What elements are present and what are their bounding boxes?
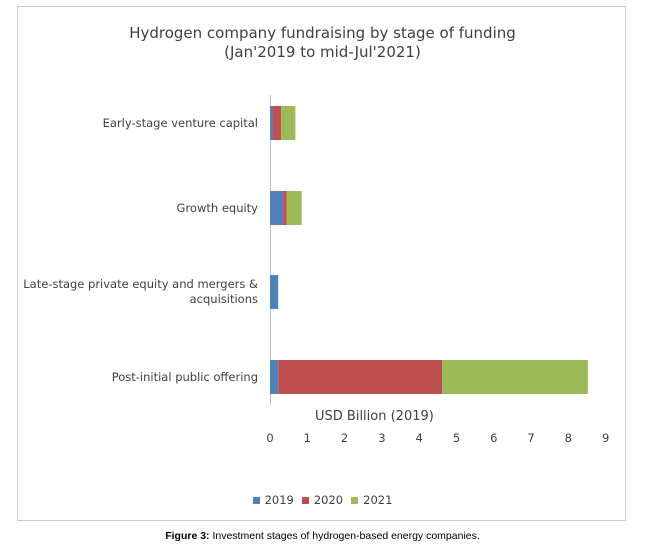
x-tick-label-8: 8 — [564, 431, 573, 445]
legend-item-2019: 2019 — [252, 493, 294, 507]
chart-subtitle: (Jan'2019 to mid-Jul'2021) — [224, 43, 421, 61]
bar-2019-cat-1 — [270, 191, 284, 225]
bar-2020-cat-0 — [273, 106, 282, 140]
figure-caption-label: Figure 3: — [165, 530, 210, 542]
x-tick-label-3: 3 — [378, 431, 386, 445]
x-tick-label-5: 5 — [452, 431, 461, 445]
bar-2021-cat-3 — [442, 360, 588, 394]
legend-swatch-2021 — [351, 496, 359, 504]
category-label-growth-equity: Growth equity — [176, 201, 258, 215]
category-label-early-stage: Early-stage venture capital — [102, 116, 258, 130]
bar-2020-cat-3 — [278, 360, 443, 394]
x-tick-label-2: 2 — [340, 431, 349, 445]
category-label-late-stage: Late-stage private equity and mergers & … — [23, 277, 258, 306]
legend-swatch-2019 — [252, 496, 260, 504]
x-tick-label-0: 0 — [266, 431, 274, 445]
x-tick-label-1: 1 — [303, 431, 311, 445]
bar-2019-cat-0 — [270, 106, 273, 140]
x-tick-label-9: 9 — [602, 431, 610, 445]
x-axis-label: USD Billion (2019) — [315, 409, 434, 424]
legend-label-2021: 2021 — [363, 493, 393, 507]
legend-item-2020: 2020 — [301, 493, 344, 507]
bar-2019-cat-2 — [270, 275, 279, 309]
category-label-post-ipo: Post-initial public offering — [111, 370, 258, 384]
legend-label-2019: 2019 — [264, 493, 294, 507]
bar-2021-cat-1 — [286, 191, 302, 225]
figure-caption-text: Investment stages of hydrogen-based ener… — [209, 530, 480, 542]
bar-2019-cat-3 — [270, 360, 279, 394]
legend: 2019 2020 2021 — [0, 493, 645, 507]
figure-caption: Figure 3: Investment stages of hydrogen-… — [0, 530, 645, 542]
legend-label-2020: 2020 — [313, 493, 344, 507]
x-tick-label-7: 7 — [527, 431, 535, 445]
bar-2021-cat-0 — [281, 106, 296, 140]
x-tick-label-4: 4 — [415, 431, 423, 445]
bar-2020-cat-1 — [283, 191, 287, 225]
legend-item-2021: 2021 — [351, 493, 392, 507]
legend-swatch-2020 — [301, 496, 309, 504]
chart-title: Hydrogen company fundraising by stage of… — [129, 24, 516, 42]
x-tick-label-6: 6 — [490, 431, 498, 445]
chart-frame — [17, 6, 626, 521]
